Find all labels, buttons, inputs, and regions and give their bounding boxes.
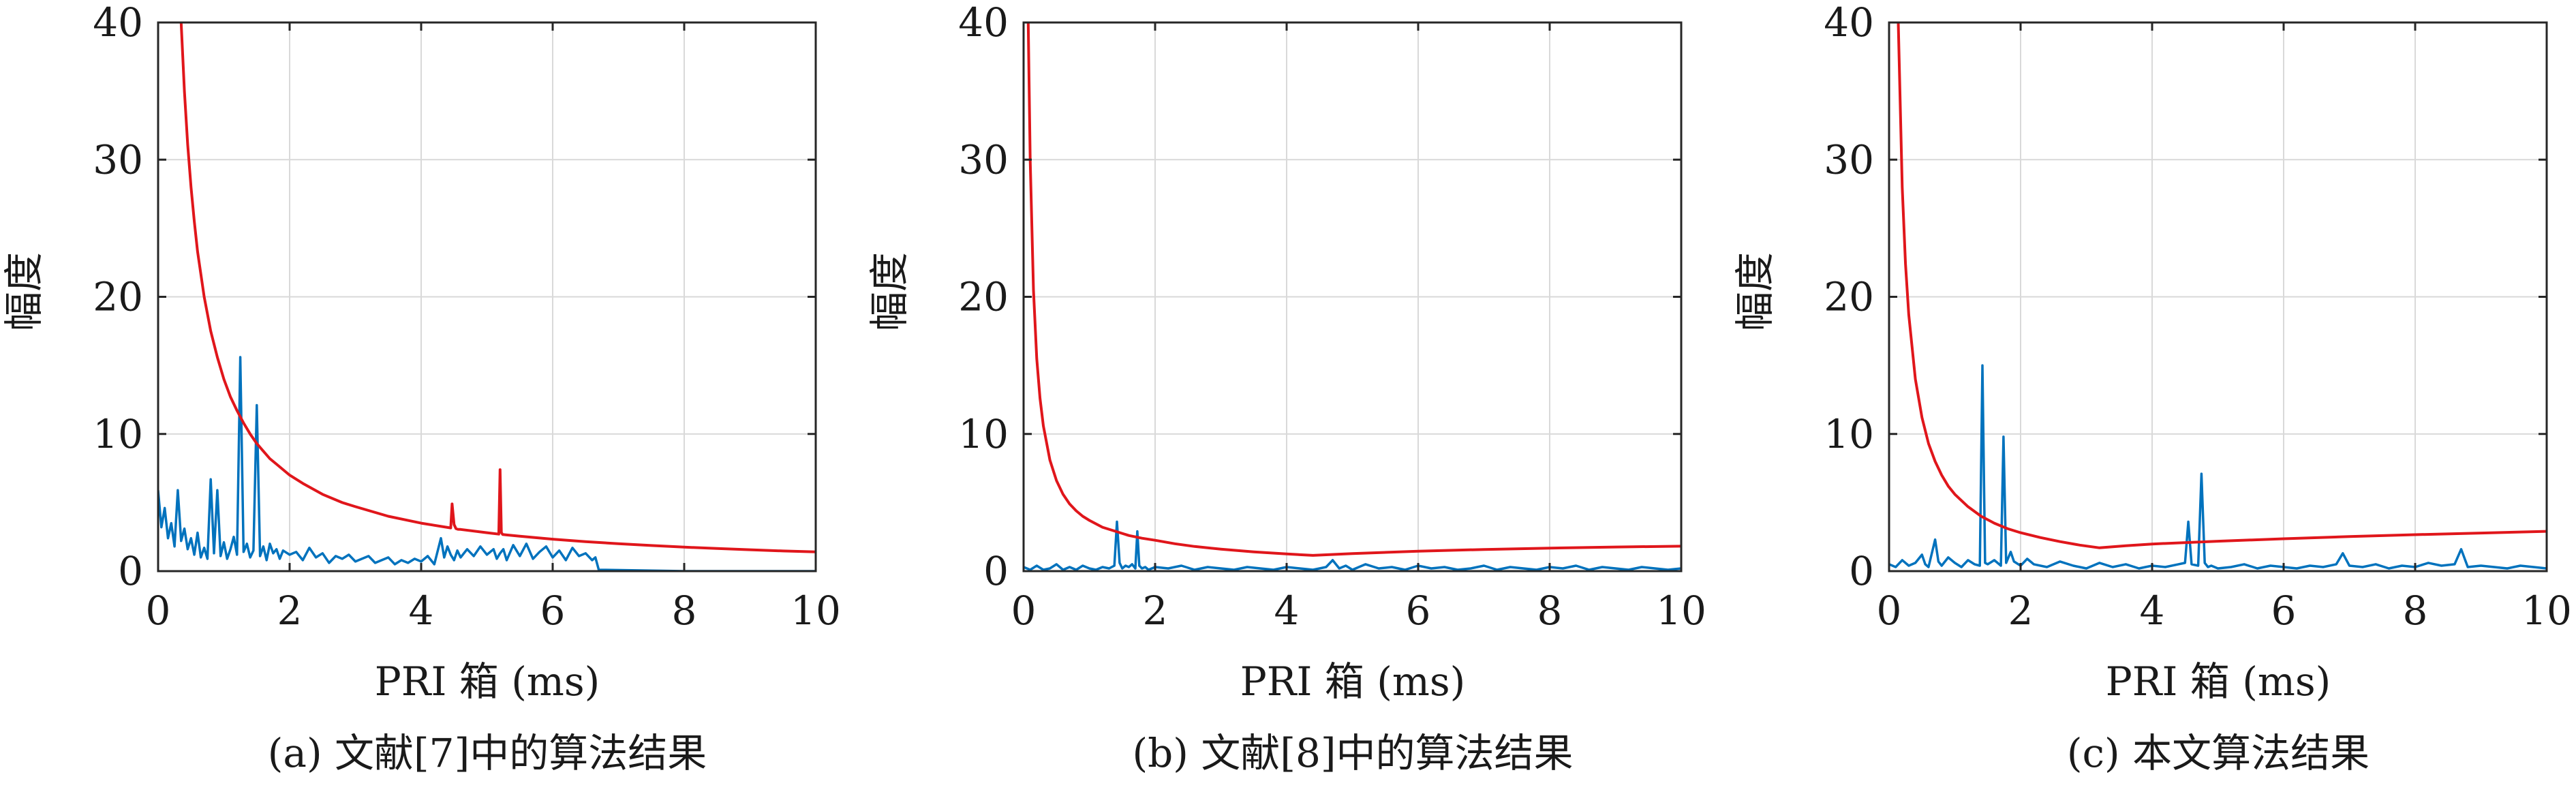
x-tick-label: 4 xyxy=(1274,587,1300,634)
panel-caption: (a) 文献[7]中的算法结果 xyxy=(268,730,707,776)
x-axis-label: PRI 箱 (ms) xyxy=(1240,658,1466,705)
x-axis-label: PRI 箱 (ms) xyxy=(2106,658,2331,705)
y-tick-label: 40 xyxy=(958,0,1009,46)
x-tick-label: 0 xyxy=(146,587,171,634)
x-tick-label: 2 xyxy=(1143,587,1168,634)
x-tick-label: 6 xyxy=(2271,587,2297,634)
y-tick-label: 10 xyxy=(958,411,1009,457)
y-tick-label: 30 xyxy=(93,136,143,183)
panel-caption: (b) 文献[8]中的算法结果 xyxy=(1133,730,1574,776)
panel-caption: (c) 本文算法结果 xyxy=(2067,730,2370,776)
x-tick-label: 0 xyxy=(1877,587,1902,634)
y-tick-label: 30 xyxy=(958,136,1009,183)
y-tick-label: 30 xyxy=(1824,136,1874,183)
spectrum-line xyxy=(1024,520,1681,571)
x-tick-label: 10 xyxy=(1656,587,1706,634)
y-tick-label: 40 xyxy=(93,0,143,46)
x-tick-label: 4 xyxy=(2140,587,2165,634)
y-tick-label: 20 xyxy=(958,274,1009,320)
y-axis-label: 幅度 xyxy=(1732,252,1778,331)
y-tick-label: 20 xyxy=(1824,274,1874,320)
spectrum-line xyxy=(158,356,816,571)
y-tick-label: 0 xyxy=(118,548,143,594)
y-tick-label: 10 xyxy=(1824,411,1874,457)
spectrum-line xyxy=(1889,364,2547,570)
x-tick-label: 4 xyxy=(409,587,434,634)
y-axis-label: 幅度 xyxy=(1,252,47,331)
x-tick-label: 2 xyxy=(277,587,303,634)
x-tick-label: 2 xyxy=(2008,587,2034,634)
chart-panel-c: 幅度 PRI 箱 (ms) (c) 本文算法结果 0 2 4 6 8 10 0 10 20 30 4… xyxy=(1732,0,2572,776)
threshold-line xyxy=(1897,22,2547,549)
y-tick-label: 40 xyxy=(1824,0,1874,46)
y-tick-label: 20 xyxy=(93,274,143,320)
chart-panel-b: 幅度 PRI 箱 (ms) (b) 文献[8]中的算法结果 0 2 4 6 8 10 0 10… xyxy=(866,0,1706,776)
chart-panel-a: 幅度 PRI 箱 (ms) (a) 文献[7]中的算法结果 0 2 4 6 8 10 0 10… xyxy=(1,0,841,776)
y-tick-label: 0 xyxy=(983,548,1009,594)
x-tick-label: 6 xyxy=(540,587,566,634)
x-tick-label: 10 xyxy=(2521,587,2572,634)
x-tick-label: 8 xyxy=(1537,587,1563,634)
x-tick-label: 6 xyxy=(1406,587,1431,634)
x-axis-label: PRI 箱 (ms) xyxy=(375,658,600,705)
x-tick-label: 8 xyxy=(2403,587,2428,634)
y-tick-label: 10 xyxy=(93,411,143,457)
x-tick-label: 10 xyxy=(791,587,841,634)
y-tick-label: 0 xyxy=(1849,548,1874,594)
x-tick-label: 0 xyxy=(1011,587,1037,634)
x-tick-label: 8 xyxy=(672,587,697,634)
threshold-line xyxy=(179,22,816,553)
threshold-line xyxy=(1026,22,1681,557)
y-axis-label: 幅度 xyxy=(866,252,913,331)
